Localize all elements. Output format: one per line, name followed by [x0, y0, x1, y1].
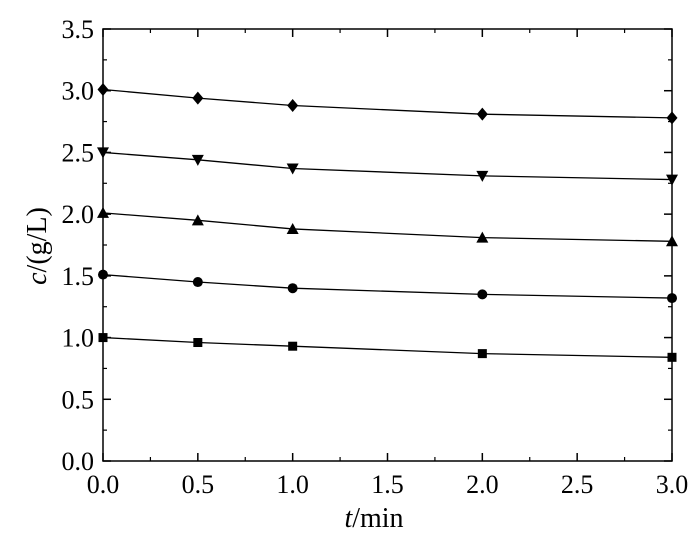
series-diamond	[97, 82, 678, 125]
triangle-up-marker	[97, 206, 109, 218]
series-triangle-down	[97, 147, 678, 186]
series-triangle-up	[97, 206, 678, 247]
diamond-marker	[192, 91, 204, 105]
triangle-up-marker	[191, 214, 204, 226]
circle-marker	[192, 277, 203, 288]
y-axis-label: c/(g/L)	[22, 207, 53, 285]
x-tick-label: 0.5	[182, 470, 215, 499]
triangle-down-marker	[97, 147, 109, 159]
y-axis-variable: c	[22, 272, 53, 285]
x-tick-label: 2.0	[466, 470, 499, 499]
diamond-marker	[287, 99, 299, 113]
series-circle	[98, 269, 677, 304]
tick-labels: 0.0 0.5 1.0 1.5 2.0 2.5 3.0 0.0 0.5 1.0 1.5 2.0 2.5 3…	[62, 15, 689, 499]
triangle-down-marker	[476, 170, 489, 182]
plot-frame	[102, 28, 673, 462]
circle-marker	[477, 289, 488, 300]
triangle-down-marker	[191, 154, 204, 166]
plot-axes	[102, 28, 673, 462]
square-marker	[98, 333, 108, 343]
x-tick-label: 2.5	[561, 470, 594, 499]
x-axis-unit: /min	[352, 503, 403, 534]
triangle-up-marker	[666, 235, 678, 247]
diamond-marker	[97, 82, 109, 96]
diamond-marker	[666, 111, 678, 125]
y-tick-label: 0.0	[62, 447, 95, 476]
series-line	[102, 336, 673, 358]
series-line	[102, 88, 673, 119]
x-tick-label: 0.0	[87, 470, 120, 499]
triangle-up-marker	[286, 222, 299, 234]
y-axis-unit: /(g/L)	[22, 207, 53, 272]
y-tick-label: 0.5	[62, 385, 95, 414]
circle-marker	[98, 269, 108, 280]
triangle-down-marker	[286, 163, 299, 175]
y-tick-label: 3.0	[62, 77, 95, 106]
y-tick-label: 1.5	[62, 262, 95, 291]
circle-marker	[667, 293, 677, 304]
series-line	[102, 151, 673, 181]
square-marker	[477, 349, 487, 359]
plot-series	[97, 82, 678, 362]
square-marker	[667, 352, 677, 362]
y-tick-label: 2.0	[62, 200, 95, 229]
y-tick-label: 3.5	[62, 15, 95, 44]
x-axis-label: t/min	[344, 503, 403, 534]
square-marker	[288, 341, 298, 351]
circle-marker	[287, 283, 298, 294]
triangle-down-marker	[666, 174, 678, 186]
series-line	[102, 212, 673, 242]
x-tick-label: 1.5	[371, 470, 404, 499]
y-tick-label: 2.5	[62, 138, 95, 167]
triangle-up-marker	[476, 231, 489, 243]
series-square	[98, 333, 677, 362]
series-line	[102, 273, 673, 299]
x-axis-variable: t	[344, 503, 353, 534]
x-tick-label: 1.0	[276, 470, 309, 499]
square-marker	[193, 338, 203, 348]
x-tick-label: 3.0	[656, 470, 689, 499]
y-tick-label: 1.0	[62, 324, 95, 353]
diamond-marker	[476, 107, 488, 121]
